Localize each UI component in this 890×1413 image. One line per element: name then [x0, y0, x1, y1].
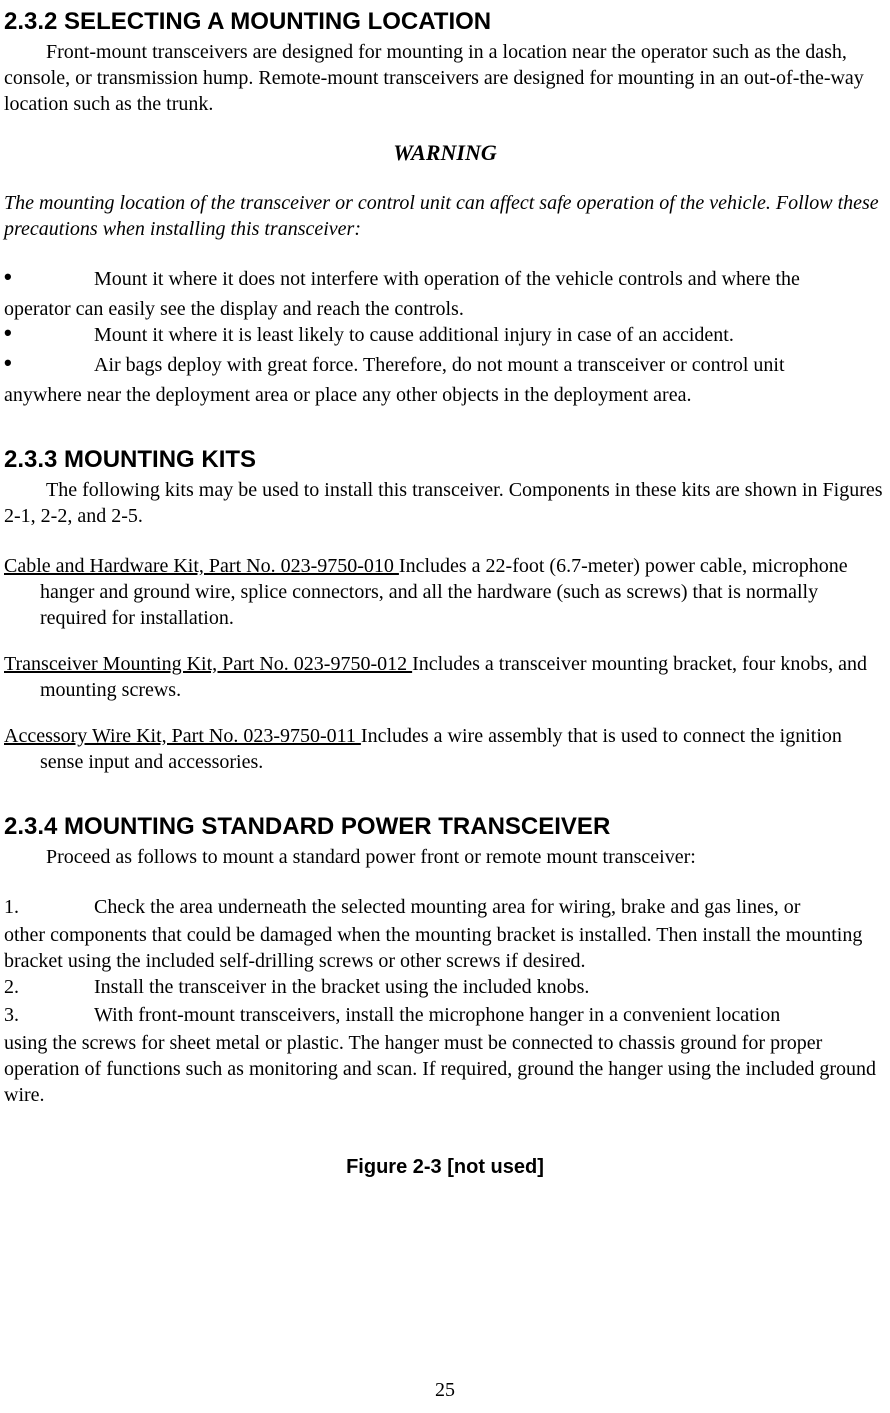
step-rest: using the screws for sheet metal or plas…	[4, 1030, 886, 1108]
step-number: 1.	[4, 894, 94, 920]
step-number: 2.	[4, 974, 94, 1000]
warning-bullet-list: • Mount it where it does not interfere w…	[4, 266, 886, 408]
step-number: 3.	[4, 1002, 94, 1028]
kit-name: Accessory Wire Kit, Part No. 023-9750-01…	[4, 725, 361, 747]
step-rest: other components that could be damaged w…	[4, 922, 886, 974]
bullet-icon: •	[4, 322, 94, 348]
bullet-rest: anywhere near the deployment area or pla…	[4, 382, 886, 408]
section-234-para: Proceed as follows to mount a standard p…	[4, 844, 886, 870]
figure-caption: Figure 2-3 [not used]	[4, 1154, 886, 1180]
kit-entry: Accessory Wire Kit, Part No. 023-9750-01…	[4, 723, 886, 775]
step-item: 2. Install the transceiver in the bracke…	[4, 974, 886, 1000]
bullet-first-line: Mount it where it is least likely to cau…	[94, 322, 734, 348]
kit-name: Transceiver Mounting Kit, Part No. 023-9…	[4, 653, 412, 675]
step-item: 1. Check the area underneath the selecte…	[4, 894, 886, 974]
steps-list: 1. Check the area underneath the selecte…	[4, 894, 886, 1108]
section-233-para: The following kits may be used to instal…	[4, 477, 886, 529]
warning-intro: The mounting location of the transceiver…	[4, 190, 886, 242]
warning-heading: WARNING	[4, 139, 886, 168]
section-233-heading: 2.3.3 MOUNTING KITS	[4, 444, 886, 475]
warning-bullet-item: • Mount it where it is least likely to c…	[4, 322, 886, 348]
section-232-heading: 2.3.2 SELECTING A MOUNTING LOCATION	[4, 6, 886, 37]
warning-bullet-item: • Air bags deploy with great force. Ther…	[4, 352, 886, 408]
kit-name: Cable and Hardware Kit, Part No. 023-975…	[4, 555, 399, 577]
kit-entry: Cable and Hardware Kit, Part No. 023-975…	[4, 553, 886, 631]
section-234-heading: 2.3.4 MOUNTING STANDARD POWER TRANSCEIVE…	[4, 811, 886, 842]
step-first-line: With front-mount transceivers, install t…	[94, 1002, 780, 1028]
kit-entry: Transceiver Mounting Kit, Part No. 023-9…	[4, 651, 886, 703]
section-232-para: Front-mount transceivers are designed fo…	[4, 39, 886, 117]
step-first-line: Install the transceiver in the bracket u…	[94, 974, 589, 1000]
warning-bullet-item: • Mount it where it does not interfere w…	[4, 266, 886, 322]
bullet-rest: operator can easily see the display and …	[4, 296, 886, 322]
bullet-icon: •	[4, 266, 94, 292]
page-number: 25	[0, 1377, 890, 1403]
step-first-line: Check the area underneath the selected m…	[94, 894, 800, 920]
kit-list: Cable and Hardware Kit, Part No. 023-975…	[4, 553, 886, 775]
step-item: 3. With front-mount transceivers, instal…	[4, 1002, 886, 1108]
bullet-icon: •	[4, 352, 94, 378]
bullet-first-line: Air bags deploy with great force. Theref…	[94, 352, 785, 378]
bullet-first-line: Mount it where it does not interfere wit…	[94, 266, 800, 292]
